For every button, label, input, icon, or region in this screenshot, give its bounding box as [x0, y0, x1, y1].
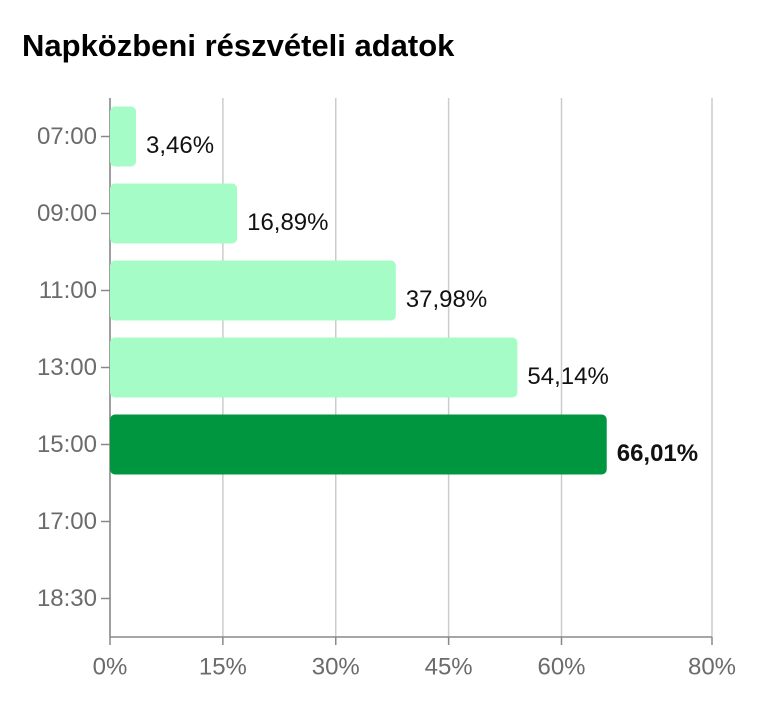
x-tick-label: 30% — [312, 653, 360, 680]
chart-title: Napközbeni részvételi adatok — [22, 28, 455, 63]
y-tick-label: 07:00 — [37, 123, 97, 150]
y-tick-label: 09:00 — [37, 200, 97, 227]
y-tick-label: 17:00 — [37, 508, 97, 535]
value-label: 37,98% — [406, 286, 487, 313]
bar — [110, 183, 238, 244]
bar — [110, 260, 396, 321]
value-label: 3,46% — [146, 132, 214, 159]
bar — [110, 106, 137, 167]
x-tick-label: 80% — [688, 653, 736, 680]
x-tick-label: 0% — [93, 653, 128, 680]
value-label: 66,01% — [617, 440, 698, 467]
y-tick-label: 15:00 — [37, 431, 97, 458]
x-tick-label: 15% — [199, 653, 247, 680]
y-tick-label: 13:00 — [37, 354, 97, 381]
bar — [110, 414, 607, 475]
value-label: 16,89% — [247, 209, 328, 236]
value-label: 54,14% — [527, 363, 608, 390]
x-tick-label: 60% — [537, 653, 585, 680]
y-tick-label: 18:30 — [37, 585, 97, 612]
bar — [110, 337, 518, 398]
x-tick-label: 45% — [425, 653, 473, 680]
y-tick-label: 11:00 — [39, 277, 97, 304]
